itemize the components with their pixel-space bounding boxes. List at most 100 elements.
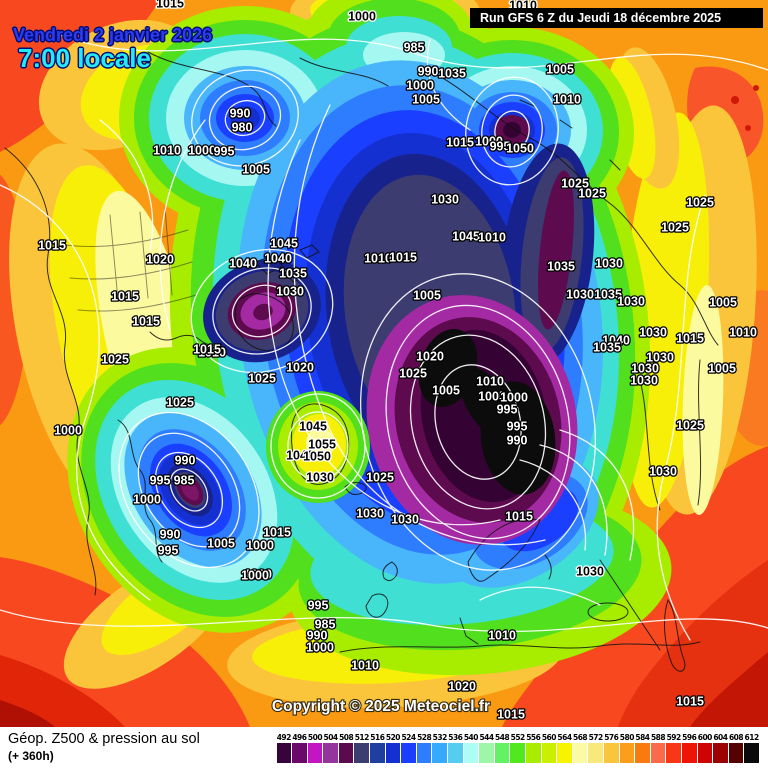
pressure-label: 1030: [276, 284, 304, 298]
pressure-label: 1000: [188, 143, 216, 157]
colorbar-cell: 520: [385, 733, 401, 763]
map-title: Géop. Z500 & pression au sol: [8, 731, 200, 747]
pressure-label: 1020: [448, 679, 476, 693]
pressure-label: 985: [315, 617, 336, 631]
pressure-label: 1000: [475, 134, 503, 148]
pressure-label: 1025: [676, 418, 704, 432]
pressure-label: 1005: [207, 536, 235, 550]
pressure-label: 1045: [299, 419, 327, 433]
pressure-label: 995: [214, 144, 235, 158]
pressure-label: 1025: [248, 371, 276, 385]
colorbar-cell: 564: [557, 733, 573, 763]
pressure-label: 1010: [198, 345, 226, 359]
pressure-label: 1025: [101, 352, 129, 366]
pressure-label: 1015: [389, 250, 417, 264]
pressure-label: 1035: [593, 340, 621, 354]
pressure-label: 995: [507, 419, 528, 433]
geopotential-field: [0, 0, 768, 727]
pressure-label: 1025: [561, 176, 589, 190]
colorbar-cell: 596: [681, 733, 697, 763]
pressure-label: 1030: [639, 325, 667, 339]
pressure-label: 1025: [578, 186, 606, 200]
colorbar-cell: 516: [370, 733, 386, 763]
colorbar-cell: 612: [744, 733, 760, 763]
colorbar-cell: 580: [619, 733, 635, 763]
pressure-label: 1010: [364, 251, 392, 265]
pressure-label: 1025: [366, 470, 394, 484]
pressure-label: 1030: [595, 256, 623, 270]
pressure-label: 990: [307, 628, 328, 642]
pressure-label: 990: [175, 453, 196, 467]
pressure-label: 1040: [229, 256, 257, 270]
pressure-label: 1015: [446, 135, 474, 149]
pressure-label: 995: [150, 473, 171, 487]
colorbar-cell: 540: [463, 733, 479, 763]
colorbar-cell: 568: [572, 733, 588, 763]
colorbar-cell: 492: [276, 733, 292, 763]
pressure-label: 1000: [406, 78, 434, 92]
pressure-label: 1025: [686, 195, 714, 209]
pressure-label: 1015: [497, 707, 525, 721]
pressure-label: 1025: [661, 220, 689, 234]
pressure-label: 1020: [286, 360, 314, 374]
pressure-label: 990: [418, 64, 439, 78]
pressure-label: 1030: [617, 294, 645, 308]
pressure-label: 1015: [111, 289, 139, 303]
forecast-hour: (+ 360h): [8, 749, 54, 763]
pressure-label: 1000: [133, 492, 161, 506]
pressure-label: 1010: [351, 658, 379, 672]
pressure-label: 1030: [391, 512, 419, 526]
pressure-label: 1030: [649, 464, 677, 478]
pressure-label: 1035: [438, 66, 466, 80]
pressure-label: 1035: [279, 266, 307, 280]
pressure-label: 1005: [432, 383, 460, 397]
pressure-label: 1005: [546, 62, 574, 76]
pressure-label: 1040: [264, 251, 292, 265]
pressure-label: 1010: [488, 628, 516, 642]
pressure-label: 1025: [166, 395, 194, 409]
pressure-label: 1000: [246, 538, 274, 552]
run-info-box: Run GFS 6 Z du Jeudi 18 décembre 2025: [470, 8, 763, 28]
pressure-label: 1035: [547, 259, 575, 273]
pressure-label: 985: [174, 473, 195, 487]
time-label: 7:00 locale: [18, 43, 151, 73]
colorbar-cell: 496: [292, 733, 308, 763]
colorbar-cell: 548: [494, 733, 510, 763]
pressure-label: 1015: [156, 0, 184, 10]
pressure-label: 1015: [505, 509, 533, 523]
pressure-label: 995: [308, 598, 329, 612]
greenland-high: [266, 391, 370, 503]
pressure-label: 995: [490, 139, 511, 153]
colorbar-cell: 600: [697, 733, 713, 763]
pressure-label: 1040: [286, 448, 314, 462]
pressure-label: 1000: [241, 568, 269, 582]
pressure-label: 1030: [431, 192, 459, 206]
pressure-label: 1030: [566, 287, 594, 301]
pressure-label: 990: [230, 106, 251, 120]
pressure-label: 1050: [506, 141, 534, 155]
pressure-label: 1050: [303, 449, 331, 463]
copyright-text: Copyright © 2025 Meteociel.fr: [272, 698, 490, 715]
colorbar-cell: 528: [416, 733, 432, 763]
map-image: 1015 1000 1010 985 990 1035 1000 1005 1015 1000 99…: [0, 0, 768, 727]
date-label: Vendredi 2 janvier 2026: [13, 25, 213, 45]
pressure-label: 985: [404, 40, 425, 54]
colorbar-cell: 556: [526, 733, 542, 763]
pressure-label: 1030: [576, 564, 604, 578]
colorbar-cell: 532: [432, 733, 448, 763]
colorbar-cell: 504: [323, 733, 339, 763]
pressure-label: 1015: [132, 314, 160, 328]
pressure-label: 1000: [500, 390, 528, 404]
colorbar-cell: 508: [338, 733, 354, 763]
colorbar-cell: 584: [635, 733, 651, 763]
pressure-label: 1015: [676, 694, 704, 708]
pressure-label: 1030: [646, 350, 674, 364]
colorbar-cell: 536: [448, 733, 464, 763]
pressure-label: 1025: [399, 366, 427, 380]
pressure-label: 980: [232, 120, 253, 134]
colorbar-cell: 608: [728, 733, 744, 763]
pressure-label: 1005: [478, 389, 506, 403]
pressure-label: 1005: [242, 162, 270, 176]
pressure-label: 1055: [308, 437, 336, 451]
pressure-label: 990: [160, 527, 181, 541]
